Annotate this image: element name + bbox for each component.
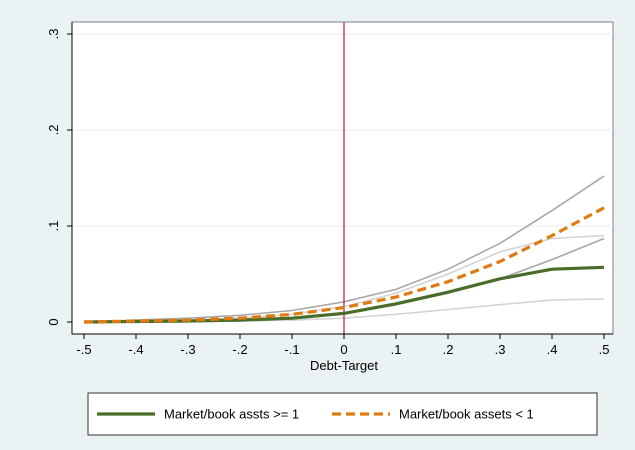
x-tick-label-9: .4 [547,342,558,357]
legend-box [87,392,598,436]
x-tick-label-5: 0 [340,342,347,357]
legend: Market/book assts >= 1 Market/book assets… [87,392,598,436]
x-tick-label-7: .2 [443,342,454,357]
y-tick-label-3: .3 [46,29,61,40]
plot-area [71,21,614,335]
x-tick-label-4: -.1 [284,342,299,357]
x-tick-label-1: -.4 [128,342,143,357]
legend-label-1: Market/book assts >= 1 [164,407,299,422]
x-tick-label-3: -.2 [232,342,247,357]
x-tick-label-0: -.5 [76,342,91,357]
y-tick-label-2: .2 [46,125,61,136]
axes: -.5 -.4 -.3 -.2 -.1 0 .1 .2 .3 .4 .5 0 .1 .2 .3 [46,22,613,357]
x-tick-label-10: .5 [599,342,610,357]
y-tick-label-0: 0 [46,318,61,325]
series-line-2 [83,206,605,324]
x-axis-title: Debt-Target [310,358,378,373]
series-lines [83,206,605,324]
legend-label-2: Market/book assets < 1 [399,407,534,422]
grid [72,33,613,227]
x-tick-label-6: .1 [391,342,402,357]
x-tick-label-2: -.3 [180,342,195,357]
y-tick-label-1: .1 [46,221,61,232]
x-tick-label-8: .3 [495,342,506,357]
